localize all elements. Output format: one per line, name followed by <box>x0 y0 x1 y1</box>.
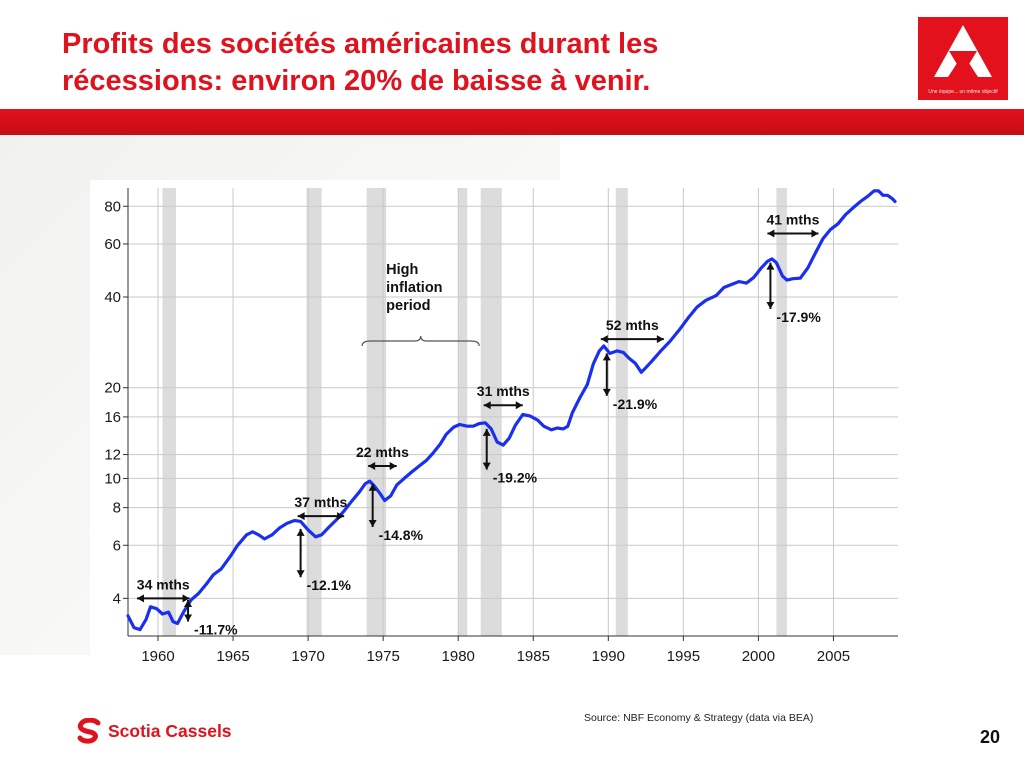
y-tick-label: 12 <box>104 447 121 464</box>
decline-arrowhead <box>766 301 775 309</box>
recession-band <box>776 188 787 636</box>
decline-label: -14.8% <box>379 527 424 543</box>
decline-label: -19.2% <box>493 470 538 486</box>
decline-arrowhead <box>184 599 193 607</box>
y-tick-label: 40 <box>104 289 121 306</box>
y-tick-label: 4 <box>113 590 121 607</box>
inflation-period-annotation: High inflation period <box>361 262 480 347</box>
triangle-logo-icon <box>934 25 992 77</box>
duration-annotations: 34 mths 37 mths 22 mths 31 mths 52 mths 41 mt… <box>137 211 820 603</box>
chart-source: Source: NBF Economy & Strategy (data via… <box>584 712 814 724</box>
duration-arrowhead <box>337 512 345 521</box>
y-tick-label: 8 <box>113 500 121 517</box>
x-tick-label: 1990 <box>592 648 625 665</box>
x-tick-label: 1970 <box>291 648 324 665</box>
duration-label: 37 mths <box>294 494 347 510</box>
duration-label: 31 mths <box>477 383 530 399</box>
recession-band <box>480 188 502 636</box>
decline-label: -17.9% <box>776 309 821 325</box>
duration-label: 22 mths <box>356 444 409 460</box>
series-line <box>126 189 897 632</box>
x-tick-label: 1960 <box>141 648 174 665</box>
decline-arrowhead <box>368 483 377 491</box>
decline-label: -21.9% <box>613 396 658 412</box>
x-tick-label: 1975 <box>366 648 399 665</box>
duration-arrowhead <box>297 512 305 521</box>
recession-band <box>162 188 177 636</box>
x-tick-label: 2000 <box>742 648 775 665</box>
y-tick-label: 6 <box>113 537 121 554</box>
period-label: High <box>386 262 418 278</box>
decline-arrowhead <box>602 388 611 396</box>
recession-band <box>458 188 468 636</box>
decline-arrowhead <box>296 570 305 578</box>
y-tick-label: 60 <box>104 236 121 253</box>
duration-arrowhead <box>767 229 775 238</box>
period-label: inflation <box>386 280 442 296</box>
x-tick-label: 1965 <box>216 648 249 665</box>
recession-band <box>615 188 628 636</box>
decline-arrowhead <box>766 262 775 270</box>
y-axis-ticks: 4 6 8 10 12 16 20 40 60 80 <box>104 198 128 607</box>
y-tick-label: 20 <box>104 380 121 397</box>
decline-arrowhead <box>482 428 491 436</box>
decline-annotations: -11.7% -12.1% -14.8% -19.2% -21.9% -17.9% <box>184 262 821 638</box>
y-tick-label: 10 <box>104 470 121 487</box>
title-line-2: récessions: environ 20% de baisse à veni… <box>62 65 651 97</box>
decline-label: -11.7% <box>194 622 238 638</box>
x-axis-ticks: 1960 1965 1970 1975 1980 1985 1990 1995 2000 2005 <box>141 636 850 665</box>
x-tick-label: 2005 <box>817 648 850 665</box>
duration-arrowhead <box>137 594 145 603</box>
slide-title: Profits des sociétés américaines durant … <box>62 26 882 100</box>
y-tick-label: 80 <box>104 198 121 215</box>
recession-bands <box>162 188 787 636</box>
x-tick-label: 1985 <box>517 648 550 665</box>
duration-arrowhead <box>656 335 664 344</box>
duration-arrowhead <box>811 229 819 238</box>
decline-arrowhead <box>368 519 377 527</box>
brand-footer: Scotia Cassels <box>76 716 232 746</box>
duration-arrowhead <box>182 594 190 603</box>
profit-series <box>126 189 897 632</box>
x-tick-label: 1995 <box>667 648 700 665</box>
company-logo: Une équipe... un même objectif <box>918 17 1008 100</box>
logo-tagline: Une équipe... un même objectif <box>928 89 998 95</box>
y-tick-label: 16 <box>104 409 121 426</box>
page-number: 20 <box>979 727 1000 747</box>
decline-arrowhead <box>482 462 491 470</box>
brand-name: Scotia Cassels <box>108 720 232 741</box>
duration-arrowhead <box>483 401 491 410</box>
duration-arrowhead <box>389 461 397 470</box>
period-bracket <box>361 335 480 347</box>
recession-band <box>306 188 322 636</box>
duration-label: 41 mths <box>766 211 819 227</box>
header-band <box>0 109 1024 135</box>
duration-arrowhead <box>368 461 376 470</box>
duration-label: 34 mths <box>137 576 190 592</box>
scotia-s-icon <box>77 718 101 744</box>
period-label: period <box>386 298 430 314</box>
duration-arrowhead <box>515 401 523 410</box>
decline-label: -12.1% <box>307 577 352 593</box>
duration-arrowhead <box>600 335 608 344</box>
title-line-1: Profits des sociétés américaines durant … <box>62 28 659 60</box>
gridlines <box>127 188 898 637</box>
decline-arrowhead <box>184 614 193 622</box>
x-tick-label: 1980 <box>442 648 475 665</box>
decline-arrowhead <box>296 528 305 536</box>
duration-label: 52 mths <box>606 317 659 333</box>
decline-arrowhead <box>602 353 611 361</box>
